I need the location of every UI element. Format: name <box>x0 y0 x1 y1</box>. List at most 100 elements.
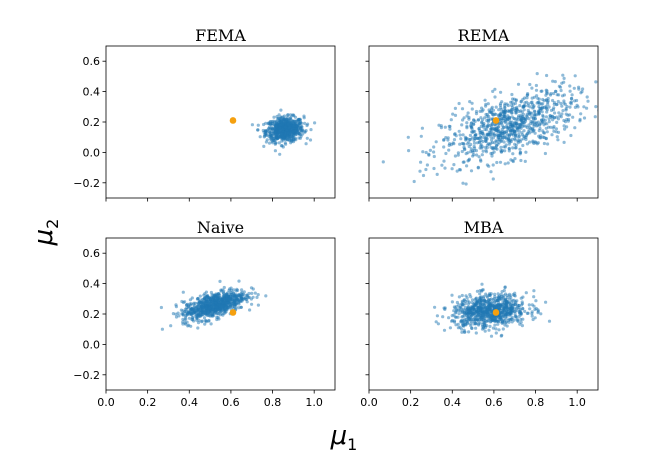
data-point <box>494 327 498 331</box>
data-point <box>478 292 482 296</box>
data-point <box>499 334 503 338</box>
data-point <box>472 118 476 122</box>
data-point <box>476 301 480 306</box>
data-point <box>227 304 231 308</box>
data-point <box>287 138 291 142</box>
data-point <box>485 146 489 150</box>
data-point <box>496 292 500 296</box>
data-point <box>541 135 545 139</box>
data-point <box>484 302 488 306</box>
data-point <box>298 129 302 133</box>
data-point <box>553 111 557 115</box>
data-point <box>441 315 445 319</box>
data-point <box>471 154 475 158</box>
data-point <box>487 328 491 332</box>
data-point <box>559 88 563 93</box>
data-point <box>460 315 464 319</box>
y-tick-label: 0.2 <box>83 116 101 129</box>
data-point <box>207 318 211 323</box>
data-point <box>562 80 566 84</box>
data-point <box>508 304 512 308</box>
data-point <box>507 142 511 146</box>
data-point <box>491 326 495 330</box>
data-point <box>447 124 451 128</box>
data-point <box>520 121 524 125</box>
data-point <box>475 141 479 145</box>
data-point <box>505 293 509 297</box>
data-point <box>203 322 207 326</box>
data-point <box>486 102 490 106</box>
data-point <box>492 131 496 135</box>
data-point <box>448 326 452 330</box>
data-point <box>511 102 515 106</box>
data-point <box>427 153 431 157</box>
data-point <box>489 170 493 174</box>
data-point <box>455 304 459 308</box>
data-point <box>204 306 208 310</box>
data-point <box>486 318 490 323</box>
data-point <box>221 313 225 317</box>
data-point <box>218 304 223 308</box>
data-point <box>470 326 474 330</box>
data-point <box>248 308 252 312</box>
data-point <box>303 130 307 134</box>
data-point <box>486 312 490 316</box>
data-point <box>250 291 254 295</box>
data-point <box>540 89 544 93</box>
data-point <box>525 142 530 146</box>
data-point <box>274 141 278 145</box>
data-point <box>559 101 563 105</box>
data-point <box>197 318 201 322</box>
data-point <box>499 315 503 319</box>
data-point <box>479 314 483 319</box>
data-point <box>505 122 509 126</box>
data-point <box>513 142 517 146</box>
data-point <box>466 111 470 115</box>
data-point <box>532 109 537 113</box>
data-point <box>555 93 559 97</box>
data-point <box>545 73 549 78</box>
data-point <box>482 299 486 303</box>
true-value-point <box>229 117 237 124</box>
data-point <box>551 98 555 103</box>
data-point <box>479 308 483 313</box>
data-point <box>514 120 518 124</box>
data-point <box>517 132 521 136</box>
data-point <box>279 115 283 119</box>
data-point <box>425 163 429 167</box>
data-point <box>481 317 485 322</box>
data-point <box>313 121 317 125</box>
data-point <box>503 311 507 315</box>
data-point <box>464 294 468 298</box>
data-point <box>509 307 513 311</box>
data-point <box>236 293 240 297</box>
data-point <box>463 305 467 310</box>
data-point <box>282 135 286 140</box>
data-point <box>519 118 523 122</box>
data-point <box>206 294 210 298</box>
data-point <box>538 126 542 131</box>
data-point <box>183 322 188 326</box>
data-point <box>289 113 293 117</box>
data-point <box>467 330 471 334</box>
data-point <box>470 298 475 302</box>
data-point <box>499 139 503 143</box>
data-point <box>279 123 283 127</box>
data-point <box>515 307 519 311</box>
data-point <box>461 142 466 146</box>
data-point <box>480 282 484 286</box>
data-point <box>434 320 438 324</box>
data-point <box>206 310 211 314</box>
true-value-point <box>492 117 500 124</box>
data-point <box>439 126 443 130</box>
data-point <box>289 141 293 145</box>
data-point <box>594 80 598 84</box>
data-point <box>491 304 495 308</box>
x-tick-label: 1.0 <box>305 396 323 409</box>
data-point <box>536 309 541 313</box>
data-point <box>494 331 498 335</box>
data-point <box>499 130 503 134</box>
data-point <box>235 287 239 291</box>
data-point <box>526 108 530 113</box>
data-point <box>507 147 511 151</box>
